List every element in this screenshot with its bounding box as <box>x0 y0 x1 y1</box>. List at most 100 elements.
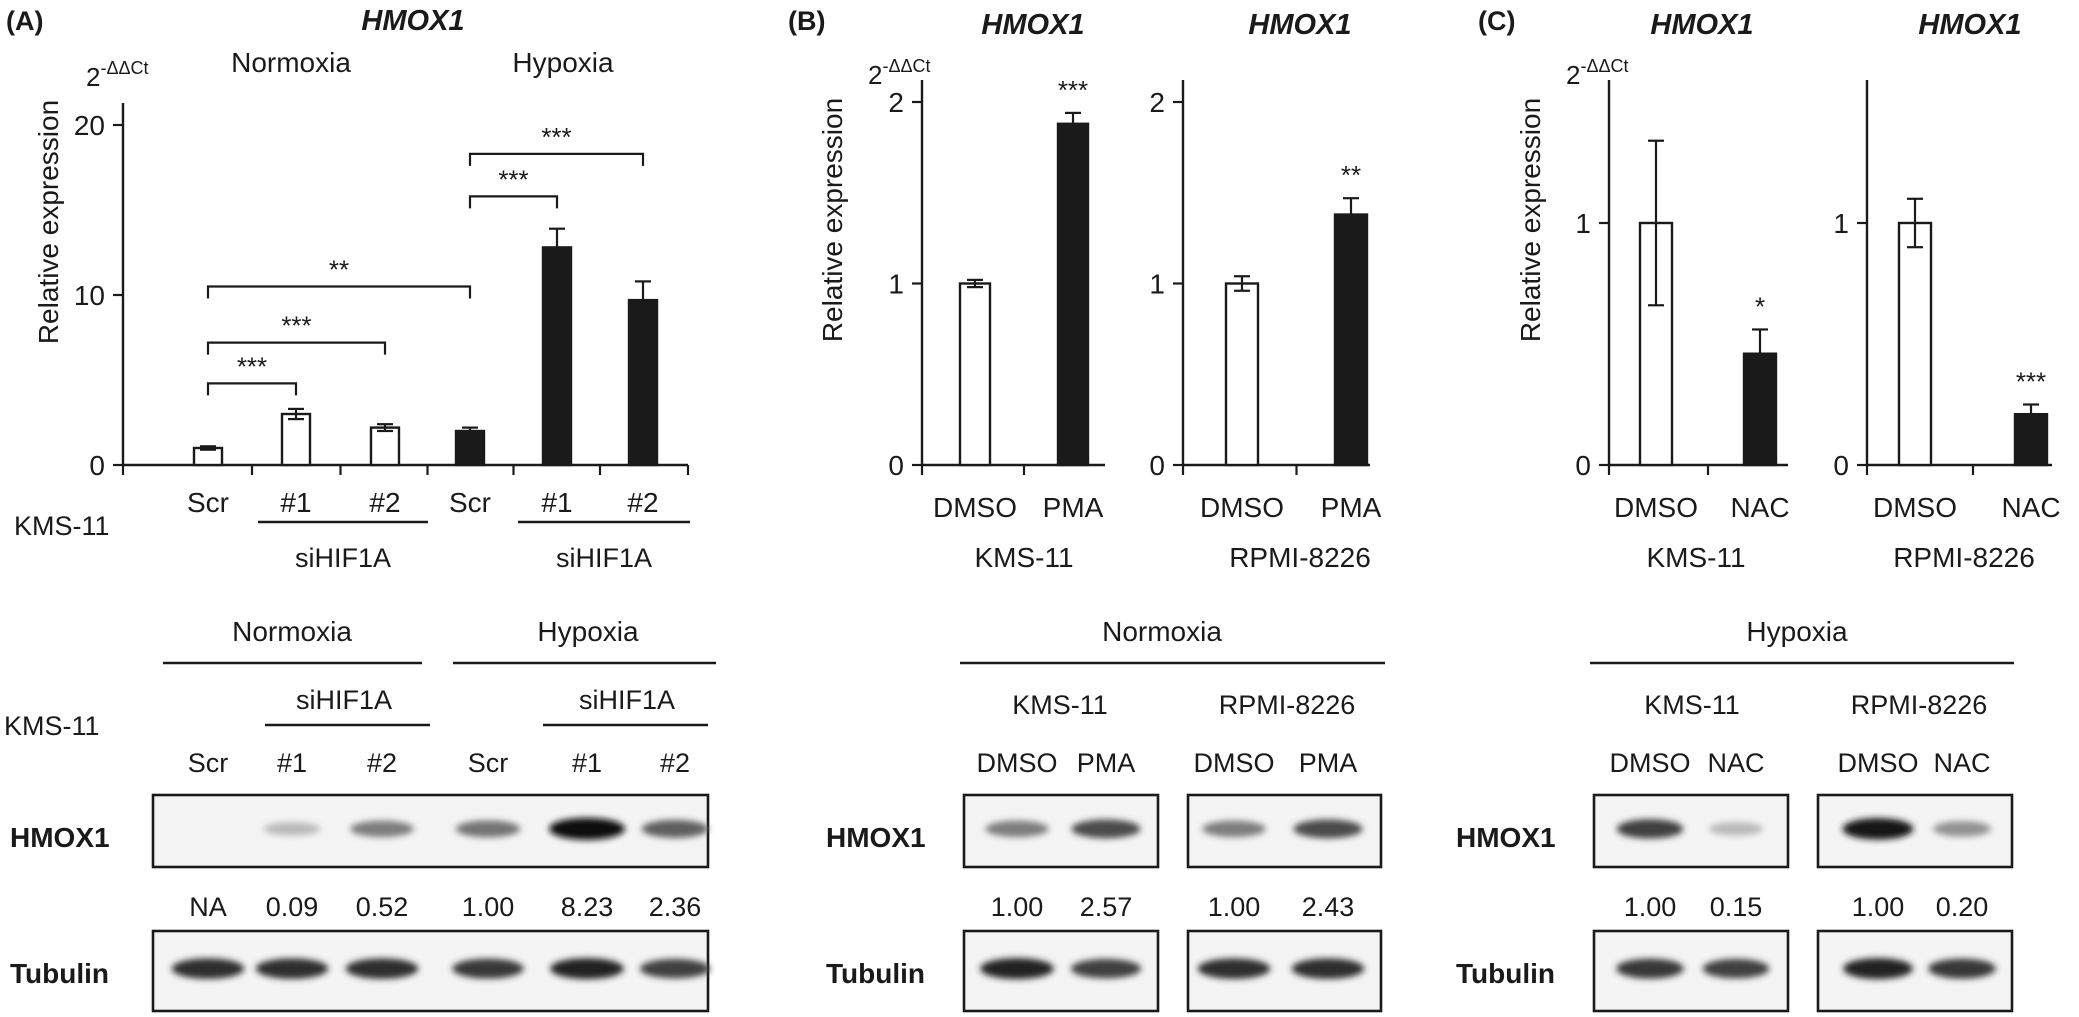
blot-band <box>263 822 321 836</box>
blot-band <box>1616 958 1684 979</box>
bar <box>1742 352 1778 467</box>
blot-band <box>1202 820 1266 838</box>
bar <box>1897 221 1933 467</box>
y-tick-label: 0 <box>89 450 105 481</box>
chart-b1-ylabel: Relative expression <box>817 98 848 342</box>
significance-label: *** <box>1058 75 1088 105</box>
blot-band <box>455 820 521 838</box>
blot-b-header: Normoxia <box>1102 616 1222 647</box>
blot-a-quant: 2.36 <box>649 892 702 922</box>
blot-b-quant: 1.00 <box>991 892 1044 922</box>
y-tick-label: 2 <box>888 87 904 118</box>
significance-bracket <box>468 152 645 166</box>
blot-a-tubulin <box>151 929 711 1013</box>
y-tick-label: 1 <box>888 269 904 300</box>
blot-band <box>1842 818 1914 840</box>
blot-a-hmox1 <box>151 793 710 869</box>
blot-band <box>1709 822 1763 836</box>
blot-b-lane-label: PMA <box>1077 748 1136 778</box>
chart-c1-ylabel: Relative expression <box>1515 98 1546 342</box>
blot-band <box>550 958 624 980</box>
x-category-label: Scr <box>449 487 491 518</box>
blot-a-group-hypoxia: Hypoxia <box>537 616 639 647</box>
blot-b-quant: 2.43 <box>1302 892 1355 922</box>
blot-c-header: Hypoxia <box>1746 616 1848 647</box>
blot-a-lane-label: #1 <box>572 748 602 778</box>
blot-a-lane-label: Scr <box>188 748 229 778</box>
chart-a-group-hypoxia: Hypoxia <box>512 47 614 78</box>
chart-c1-cell-line: KMS-11 <box>1646 542 1745 573</box>
chart-c2-title: HMOX1 <box>1918 9 2021 41</box>
significance-label: * <box>1755 291 1765 321</box>
y-tick-label: 0 <box>1575 450 1591 481</box>
blot-band <box>1293 819 1363 839</box>
chart-c1: 0 1 DMSO NAC * <box>1575 80 1790 523</box>
blot-b-tubulin-kms <box>962 929 1160 1013</box>
chart-a-kms-label: KMS-11 <box>14 511 110 541</box>
blot-b-hmox1-kms <box>962 793 1160 869</box>
blot-c-tubulin-rpmi <box>1816 929 2014 1013</box>
bar <box>541 246 573 467</box>
x-category-label: Scr <box>187 487 229 518</box>
bar <box>1333 213 1369 467</box>
blot-band <box>1933 821 1991 837</box>
x-category-label: PMA <box>1321 492 1382 523</box>
bar <box>280 412 312 467</box>
y-tick-label: 20 <box>74 110 105 141</box>
blot-a-lane-label: #2 <box>367 748 397 778</box>
blot-c-hmox1-kms <box>1592 793 1790 869</box>
blot-b-lane-label: DMSO <box>977 748 1058 778</box>
y-tick-label: 1 <box>1833 208 1849 239</box>
blot-b-tubulin-row-label: Tubulin <box>826 958 925 989</box>
blot-band <box>1197 958 1271 979</box>
blot-a-kms-label: KMS-11 <box>4 711 100 741</box>
significance-label: *** <box>237 351 267 381</box>
blot-c-quant: 0.15 <box>1710 892 1763 922</box>
x-category-label: #2 <box>369 487 400 518</box>
blot-band <box>549 817 625 840</box>
blot-a-tubulin-row-label: Tubulin <box>10 958 109 989</box>
blot-c-cell-line-1: KMS-11 <box>1644 690 1740 720</box>
chart-c2: 0 1 DMSO NAC *** <box>1833 80 2061 523</box>
x-category-label: NAC <box>1730 492 1789 523</box>
blot-a-quant: NA <box>189 892 227 922</box>
y-tick-label: 0 <box>1149 450 1165 481</box>
blot-c-hmox1-row-label: HMOX1 <box>1456 822 1556 853</box>
y-tick-label: 2 <box>1149 87 1165 118</box>
x-category-label: DMSO <box>1200 492 1284 523</box>
bar <box>958 282 992 467</box>
blot-frame <box>151 793 710 869</box>
significance-label: ** <box>329 255 349 285</box>
blot-band <box>255 958 329 979</box>
blot-band <box>1291 958 1365 979</box>
chart-b1-cell-line: KMS-11 <box>974 542 1073 573</box>
blot-band <box>345 958 419 979</box>
blot-c-lane-label: NAC <box>1707 748 1764 778</box>
significance-bracket <box>468 195 559 209</box>
blot-band <box>641 819 709 838</box>
chart-b1: 0 1 2 DMSO PMA *** <box>888 75 1105 523</box>
chart-c2-cell-line: RPMI-8226 <box>1893 542 2035 573</box>
bar <box>1056 122 1090 467</box>
ddct-label-c: 2-ΔΔCt <box>1566 56 1629 90</box>
blot-a-quant: 8.23 <box>561 892 614 922</box>
significance-label: *** <box>541 122 571 152</box>
bar <box>369 426 401 467</box>
blot-band <box>1071 819 1141 839</box>
x-category-label: DMSO <box>1614 492 1698 523</box>
bar <box>454 429 486 467</box>
blot-band <box>452 958 524 979</box>
significance-label: ** <box>1341 160 1361 190</box>
chart-b2-title: HMOX1 <box>1248 9 1351 41</box>
blot-b-cell-line-2: RPMI-8226 <box>1219 690 1356 720</box>
chart-b2-cell-line: RPMI-8226 <box>1229 542 1371 573</box>
blot-b-hmox1-row-label: HMOX1 <box>826 822 926 853</box>
blot-c-quant: 0.20 <box>1936 892 1989 922</box>
x-category-label: PMA <box>1043 492 1104 523</box>
blot-b-tubulin-rpmi <box>1186 929 1383 1013</box>
panel-label-b: (B) <box>788 6 825 36</box>
blot-c-lane-label: DMSO <box>1610 748 1691 778</box>
significance-bracket <box>206 285 472 299</box>
